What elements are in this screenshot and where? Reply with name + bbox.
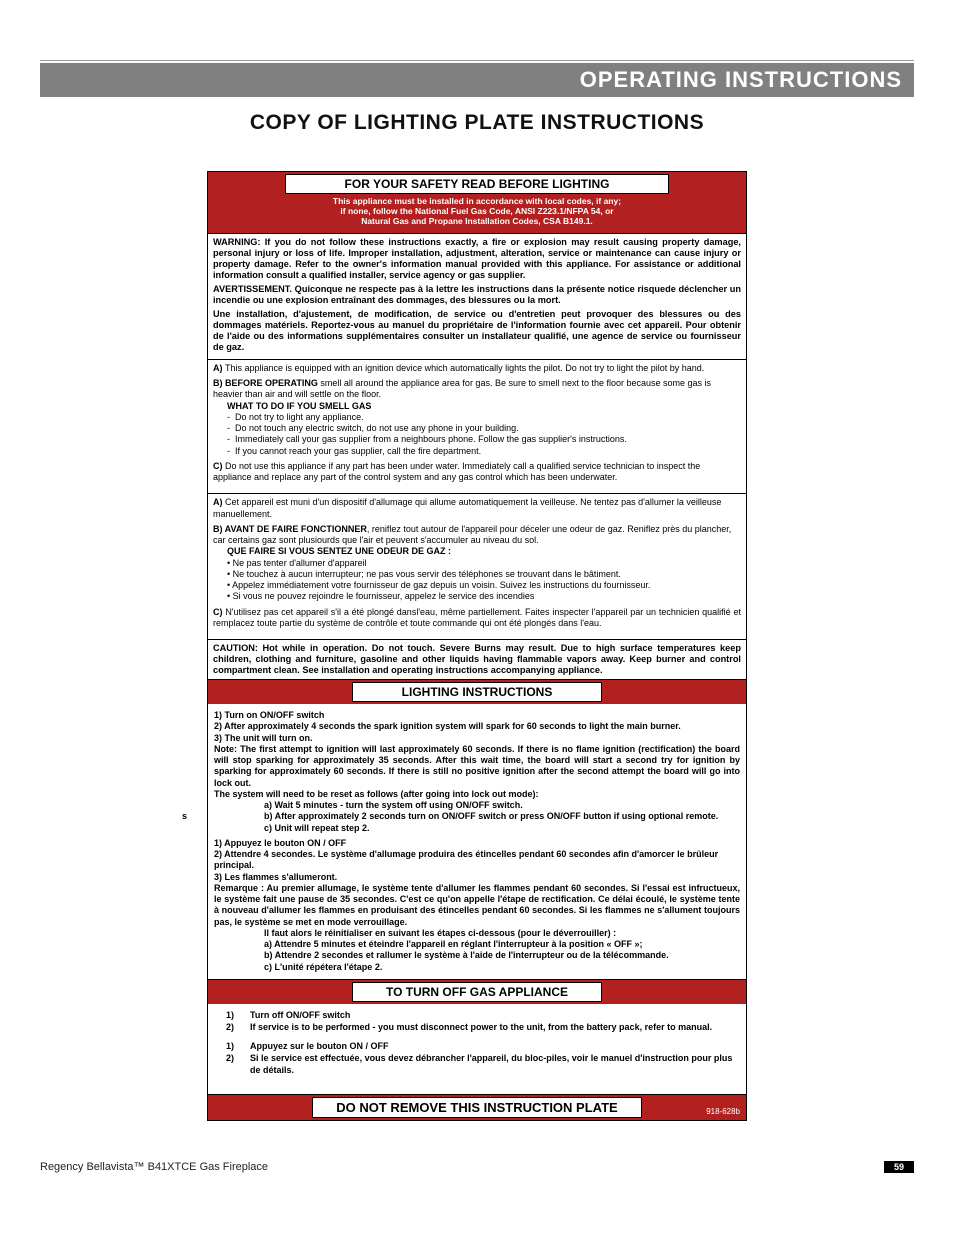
en-item-b: B) BEFORE OPERATING smell all around the… (213, 378, 741, 457)
fr-item-c: C) N'utilisez pas cet appareil s'il a ét… (213, 607, 741, 630)
fr-b-bullet-3: • Appelez immédiatement votre fournisseu… (227, 580, 741, 591)
instruction-plate: FOR YOUR SAFETY READ BEFORE LIGHTING Thi… (207, 171, 747, 1121)
product-name: Regency Bellavista™ B41XTCE Gas Fireplac… (40, 1161, 268, 1173)
install-note: This appliance must be installed in acco… (210, 194, 744, 231)
en-item-c: C) Do not use this appliance if any part… (213, 461, 741, 484)
warning-box: WARNING: If you do not follow these inst… (207, 234, 747, 360)
en-b-bullet-1: - Do not try to light any appliance. (227, 412, 741, 423)
turnoff-header-band: TO TURN OFF GAS APPLIANCE (207, 980, 747, 1004)
le-sub-b: b) After approximately 2 seconds turn on… (264, 811, 740, 822)
fr-item-b: B) AVANT DE FAIRE FONCTIONNER, reniflez … (213, 524, 741, 603)
fr-b-bullet-2: • Ne touchez à aucun interrupteur; ne pa… (227, 569, 741, 580)
install-line-1: This appliance must be installed in acco… (333, 196, 621, 206)
lf-sub-c: c) L'unité répétera l'étape 2. (264, 962, 740, 973)
safety-header: FOR YOUR SAFETY READ BEFORE LIGHTING (285, 174, 669, 194)
lf-2: 2) Attendre 4 secondes. Le système d'all… (214, 849, 740, 872)
abc-english: A) This appliance is equipped with an ig… (207, 360, 747, 495)
le-1: 1) Turn on ON/OFF switch (214, 710, 740, 721)
en-a-text: This appliance is equipped with an ignit… (225, 363, 704, 373)
le-2: 2) After approximately 4 seconds the spa… (214, 721, 740, 732)
lighting-header: LIGHTING INSTRUCTIONS (352, 682, 602, 702)
lf-note: Remarque : Au premier allumage, le systè… (214, 883, 740, 928)
le-reset: The system will need to be reset as foll… (214, 789, 740, 800)
le-sub-c: c) Unit will repeat step 2. (264, 823, 740, 834)
page-footer: Regency Bellavista™ B41XTCE Gas Fireplac… (40, 1161, 914, 1173)
en-b-bullet-4: - If you cannot reach your gas supplier,… (227, 446, 741, 457)
top-rule (40, 60, 914, 61)
fr-b-subtitle: QUE FAIRE SI VOUS SENTEZ UNE ODEUR DE GA… (227, 546, 741, 557)
install-line-3: Natural Gas and Propane Installation Cod… (361, 216, 593, 226)
fr-c-text: N'utilisez pas cet appareil s'il a été p… (213, 607, 741, 628)
turnoff-header: TO TURN OFF GAS APPLIANCE (352, 982, 602, 1002)
le-note: Note: The first attempt to ignition will… (214, 744, 740, 789)
to-fr-1: 1)Appuyez sur le bouton ON / OFF (216, 1041, 738, 1053)
to-fr-2: 2)Si le service est effectuée, vous deve… (216, 1053, 738, 1076)
lighting-body: 1) Turn on ON/OFF switch 2) After approx… (207, 704, 747, 980)
lf-sub-a: a) Attendre 5 minutes et éteindre l'appa… (264, 939, 740, 950)
to-en-1: 1)Turn off ON/OFF switch (216, 1010, 738, 1022)
safety-header-band: FOR YOUR SAFETY READ BEFORE LIGHTING Thi… (207, 171, 747, 234)
fr-a-text: Cet appareil est muni d'un dispositif d'… (213, 497, 721, 518)
le-sub-a: a) Wait 5 minutes - turn the system off … (264, 800, 740, 811)
page-title: COPY OF LIGHTING PLATE INSTRUCTIONS (40, 111, 914, 135)
en-b-bullet-3: - Immediately call your gas supplier fro… (227, 434, 741, 445)
footer-band: DO NOT REMOVE THIS INSTRUCTION PLATE 918… (207, 1095, 747, 1121)
le-3: 3) The unit will turn on. (214, 733, 740, 744)
truncated-text: s (182, 811, 187, 821)
fr-b-bullet-1: • Ne pas tenter d'allumer d'appareil (227, 558, 741, 569)
en-c-text: Do not use this appliance if any part ha… (213, 461, 700, 482)
lf-3: 3) Les flammes s'allumeront. (214, 872, 740, 883)
install-line-2: if none, follow the National Fuel Gas Co… (340, 206, 613, 216)
en-b-subtitle: WHAT TO DO IF YOU SMELL GAS (227, 401, 741, 412)
fr-b-bullet-4: • Si vous ne pouvez rejoindre le fournis… (227, 591, 741, 602)
do-not-remove-label: DO NOT REMOVE THIS INSTRUCTION PLATE (312, 1097, 642, 1118)
header-banner: OPERATING INSTRUCTIONS (40, 63, 914, 97)
lf-1: 1) Appuyez le bouton ON / OFF (214, 838, 740, 849)
page-number: 59 (884, 1161, 914, 1173)
lf-sub-b: b) Attendre 2 secondes et rallumer le sy… (264, 950, 740, 961)
turnoff-body: 1)Turn off ON/OFF switch 2)If service is… (207, 1004, 747, 1095)
page: OPERATING INSTRUCTIONS COPY OF LIGHTING … (0, 0, 954, 1203)
warning-fr-1: AVERTISSEMENT. Quiconque ne respecte pas… (213, 284, 741, 306)
to-en-2: 2)If service is to be performed - you mu… (216, 1022, 738, 1034)
warning-en: WARNING: If you do not follow these inst… (213, 237, 741, 281)
caution-box: CAUTION: Hot while in operation. Do not … (207, 640, 747, 680)
lighting-header-band: LIGHTING INSTRUCTIONS (207, 680, 747, 704)
en-item-a: A) This appliance is equipped with an ig… (213, 363, 741, 374)
plate-code: 918-628b (706, 1107, 740, 1116)
en-b-bullet-2: - Do not touch any electric switch, do n… (227, 423, 741, 434)
fr-item-a: A) Cet appareil est muni d'un dispositif… (213, 497, 741, 520)
abc-french: A) Cet appareil est muni d'un dispositif… (207, 494, 747, 640)
warning-fr-2: Une installation, d'ajustement, de modif… (213, 309, 741, 353)
lf-sub-lead: Il faut alors le réinitialiser en suivan… (264, 928, 740, 939)
